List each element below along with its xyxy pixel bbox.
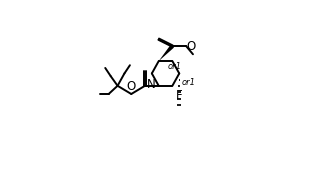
Text: O: O [126,80,135,93]
Text: N: N [147,78,156,91]
Text: O: O [187,40,196,53]
Text: or1: or1 [181,78,195,87]
Text: F: F [176,88,183,101]
Polygon shape [159,44,174,61]
Text: or1: or1 [167,62,182,72]
